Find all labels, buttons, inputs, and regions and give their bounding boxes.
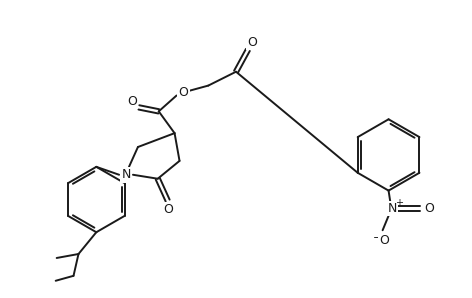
Text: N: N [388, 202, 397, 215]
Text: N: N [121, 168, 131, 181]
Text: O: O [424, 202, 434, 215]
Text: O: O [178, 86, 188, 99]
Text: O: O [247, 35, 257, 49]
Text: +: + [396, 198, 404, 209]
Text: O: O [379, 234, 389, 247]
Text: O: O [164, 203, 174, 216]
Text: −: − [373, 233, 382, 243]
Text: O: O [127, 95, 137, 108]
